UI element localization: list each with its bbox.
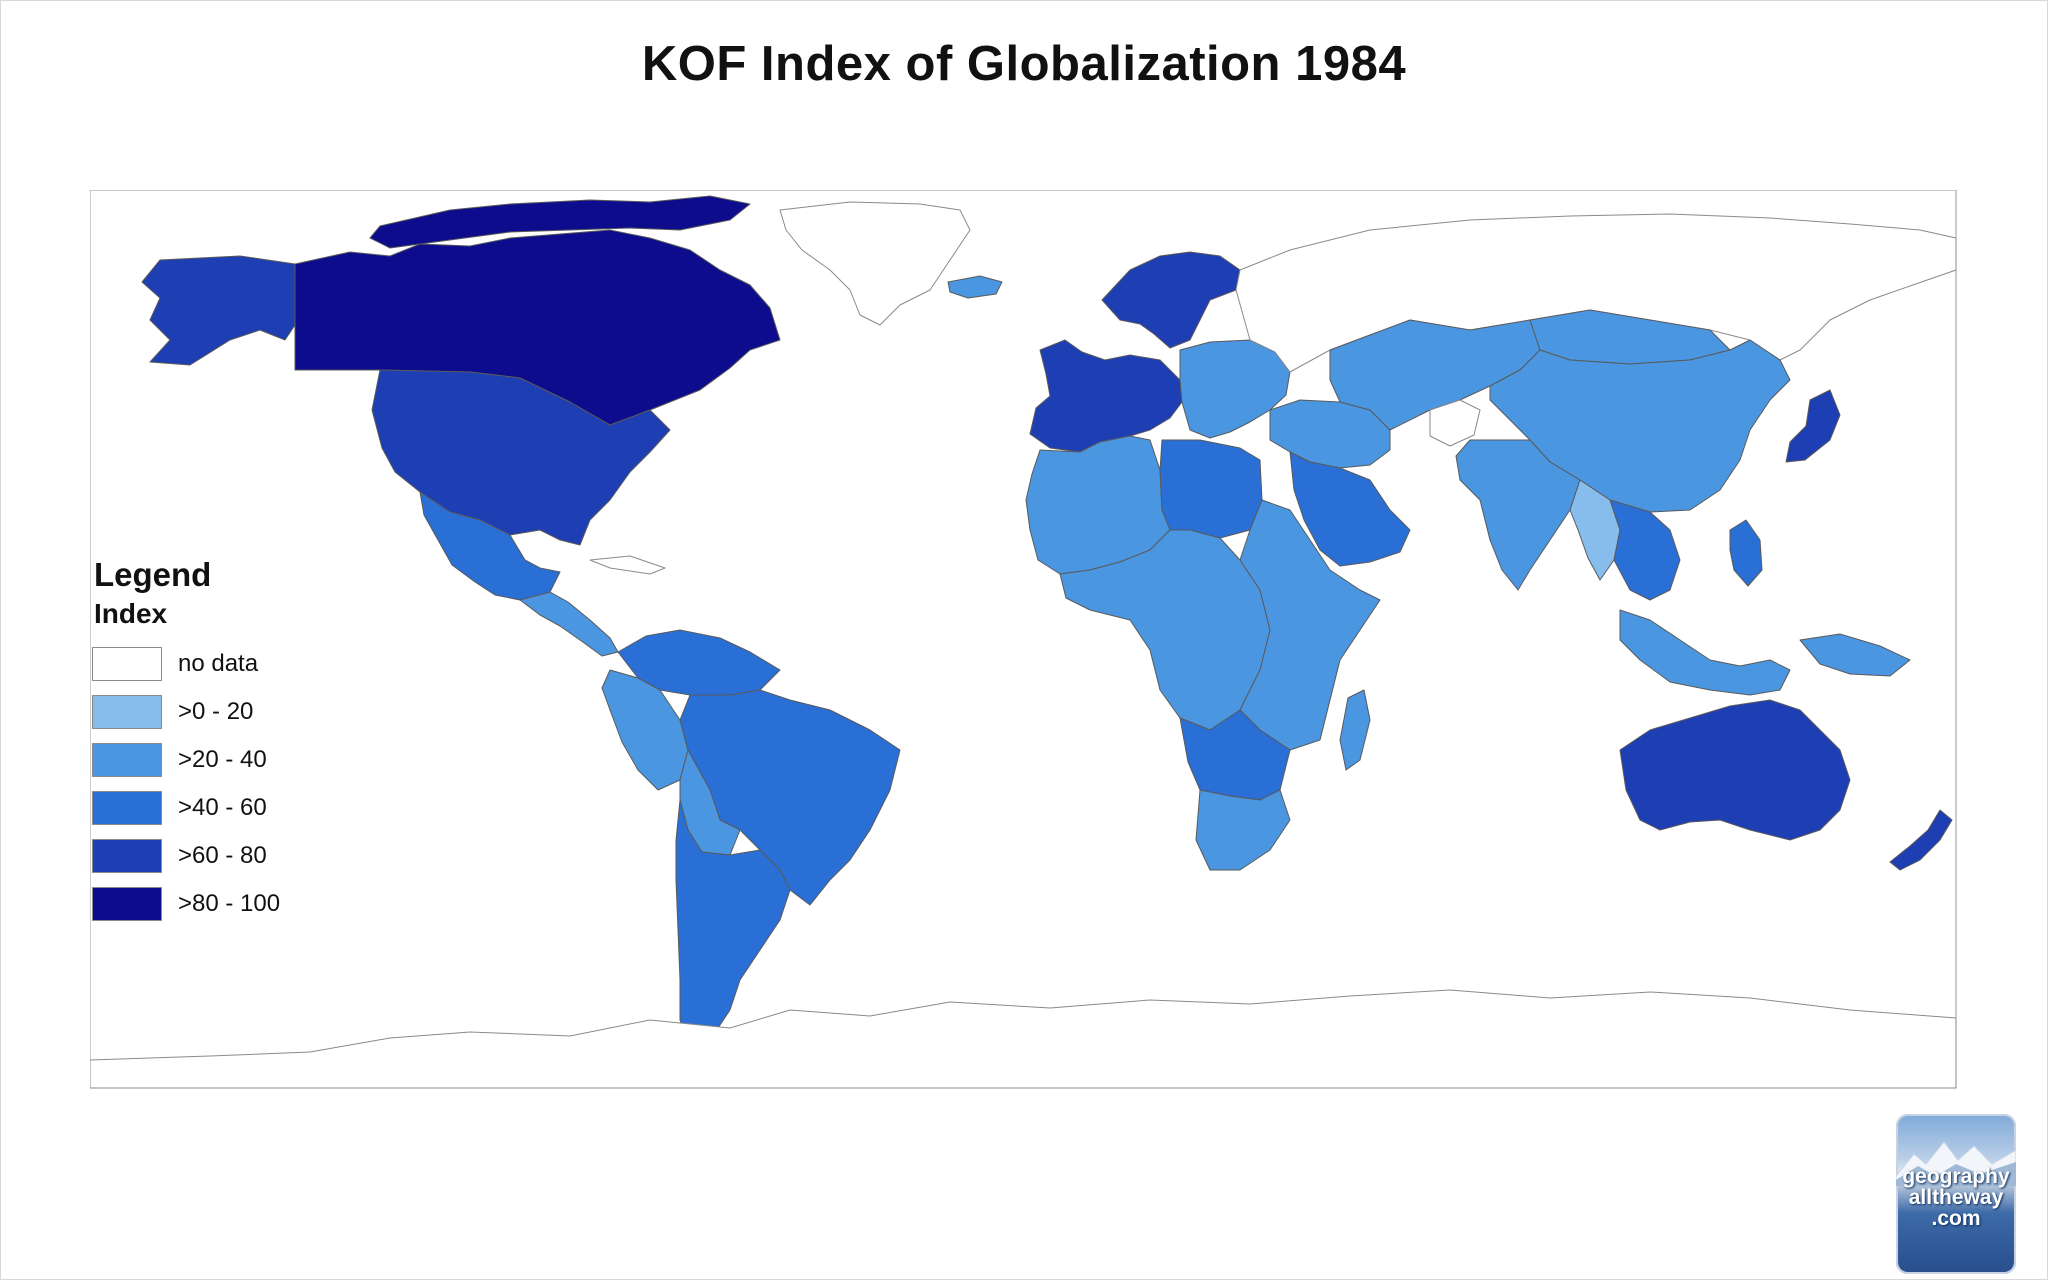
region-arctic-islands bbox=[369, 195, 751, 249]
region-antarctica bbox=[90, 989, 1957, 1089]
legend-label: >80 - 100 bbox=[178, 890, 281, 917]
region-australia bbox=[1619, 699, 1851, 841]
legend-label: no data bbox=[178, 650, 259, 677]
watermark-line: .com bbox=[1931, 1207, 1981, 1230]
legend-item: no data bbox=[92, 640, 352, 688]
region-greenland bbox=[779, 201, 971, 326]
region-philippines bbox=[1729, 519, 1763, 587]
watermark-line: geography bbox=[1902, 1165, 2010, 1188]
region-india bbox=[1455, 439, 1581, 591]
region-russia bbox=[1235, 213, 1957, 373]
legend-label: >20 - 40 bbox=[178, 746, 267, 773]
legend-swatch bbox=[92, 887, 162, 921]
region-afghanistan bbox=[1429, 399, 1481, 447]
legend-title: Legend bbox=[94, 556, 212, 593]
region-alaska bbox=[141, 255, 296, 366]
legend-swatch bbox=[92, 839, 162, 873]
watermark-logo: geography alltheway .com bbox=[1896, 1114, 2016, 1274]
region-middle-east bbox=[1269, 399, 1391, 469]
region-southeast-asia bbox=[1609, 499, 1681, 601]
map-legend: Legend Index no data >0 - 20 >20 - 40 >4… bbox=[92, 556, 352, 928]
region-indonesia bbox=[1619, 609, 1791, 696]
legend-label: >60 - 80 bbox=[178, 842, 267, 869]
region-western-europe bbox=[1029, 339, 1183, 453]
region-libya bbox=[1159, 439, 1263, 539]
region-chile-argentina bbox=[675, 799, 791, 1051]
region-iceland bbox=[947, 275, 1003, 299]
region-peru-ecuador bbox=[601, 669, 689, 791]
region-usa bbox=[371, 369, 671, 546]
legend-item: >0 - 20 bbox=[92, 688, 352, 736]
legend-subtitle: Index bbox=[94, 598, 168, 629]
legend-swatch bbox=[92, 647, 162, 681]
map-title: KOF Index of Globalization 1984 bbox=[641, 37, 1407, 91]
region-south-africa bbox=[1195, 789, 1291, 871]
watermark-text: geography alltheway .com bbox=[1896, 1166, 2016, 1229]
legend-swatch bbox=[92, 743, 162, 777]
region-madagascar bbox=[1339, 689, 1371, 771]
legend-label: >0 - 20 bbox=[178, 698, 254, 725]
region-east-africa bbox=[1239, 499, 1381, 751]
region-cuba bbox=[589, 555, 666, 575]
region-central-america bbox=[519, 591, 619, 657]
region-arabia bbox=[1289, 451, 1411, 567]
legend-swatch bbox=[92, 791, 162, 825]
legend-label: >40 - 60 bbox=[178, 794, 267, 821]
world-map bbox=[90, 190, 1957, 1089]
region-scandinavia bbox=[1101, 251, 1241, 349]
legend-item: >20 - 40 bbox=[92, 736, 352, 784]
region-new-zealand bbox=[1889, 809, 1953, 871]
legend-item: >80 - 100 bbox=[92, 880, 352, 928]
region-china bbox=[1489, 339, 1791, 513]
legend-swatch bbox=[92, 695, 162, 729]
legend-item: >40 - 60 bbox=[92, 784, 352, 832]
watermark-line: alltheway bbox=[1908, 1186, 2004, 1209]
region-new-guinea bbox=[1799, 633, 1911, 677]
legend-item: >60 - 80 bbox=[92, 832, 352, 880]
mountain-icon bbox=[1896, 1141, 2016, 1186]
region-japan bbox=[1785, 389, 1841, 463]
